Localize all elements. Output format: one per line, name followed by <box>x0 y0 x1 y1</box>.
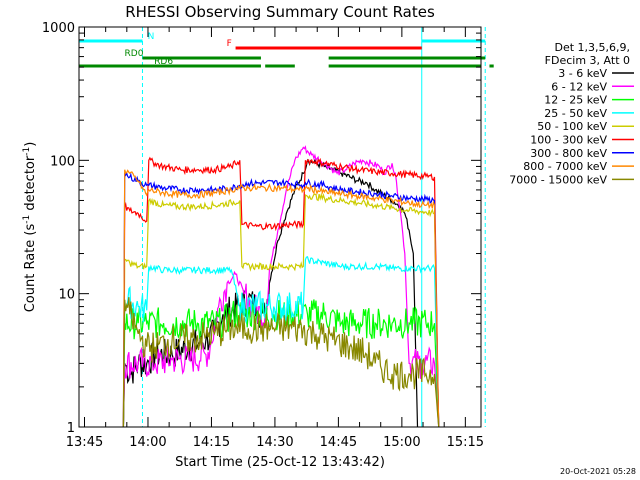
series-line-1 <box>122 145 440 428</box>
legend-label: 6 - 12 keV <box>551 80 607 93</box>
x-tick-label: 14:45 <box>320 435 357 450</box>
flag-label-n: N <box>148 32 155 42</box>
x-tick-label: 14:00 <box>129 435 166 450</box>
x-tick-label: 15:15 <box>447 435 484 450</box>
data-layer: N F RD0 RD6 <box>78 27 494 428</box>
series-line-3 <box>122 256 440 428</box>
legend-header: FDecim 3, Att 0 <box>545 54 630 67</box>
legend-label: 12 - 25 keV <box>544 94 607 107</box>
series-line-8 <box>122 297 440 428</box>
y-tick-label: 1 <box>67 421 75 436</box>
flag-label-rd6: RD6 <box>154 57 173 67</box>
series-line-6 <box>122 171 440 428</box>
series-line-4 <box>122 192 440 428</box>
series-line-0 <box>122 158 419 428</box>
y-axis-label-part: detector <box>23 155 38 215</box>
legend-label: 800 - 7000 keV <box>523 160 607 173</box>
footer-timestamp: 20-Oct-2021 05:28 <box>560 467 636 476</box>
legend-label: 7000 - 15000 keV <box>509 173 607 186</box>
legend-label: 50 - 100 keV <box>537 120 607 133</box>
flag-label-f: F <box>227 39 232 49</box>
y-tick-label: 100 <box>50 154 75 169</box>
plot-frame <box>78 26 482 428</box>
flag-label-rd0: RD0 <box>125 49 144 59</box>
axis-layer: 1 10 100 1000 13:45 14:00 14:15 14:30 14:45 15:00… <box>42 21 484 450</box>
y-axis-label-part: ) <box>23 142 38 147</box>
legend: Det 1,3,5,6,9,FDecim 3, Att 03 - 6 keV6 … <box>509 41 634 186</box>
series-line-5 <box>122 156 440 428</box>
x-tick-label: 13:45 <box>66 435 103 450</box>
x-tick-label: 14:30 <box>256 435 293 450</box>
series-line-7 <box>122 169 440 428</box>
y-axis-label-superscript: -1 <box>22 147 32 156</box>
legend-label: 3 - 6 keV <box>558 67 607 80</box>
chart-title: RHESSI Observing Summary Count Rates <box>125 3 435 21</box>
legend-label: 100 - 300 keV <box>530 134 607 147</box>
y-axis-label: Count Rate (s-1 detector-1) <box>22 142 38 313</box>
x-tick-label: 14:15 <box>193 435 230 450</box>
y-tick-label: 10 <box>58 288 75 303</box>
y-tick-label: 1000 <box>42 21 75 36</box>
legend-label: 300 - 800 keV <box>530 147 607 160</box>
y-axis-label-superscript: -1 <box>22 215 32 224</box>
x-axis-label: Start Time (25-Oct-12 13:43:42) <box>175 455 385 470</box>
legend-label: 25 - 50 keV <box>544 107 607 120</box>
x-tick-label: 15:00 <box>383 435 420 450</box>
legend-header: Det 1,3,5,6,9, <box>554 41 630 54</box>
y-axis-label-part: Count Rate (s <box>23 224 38 313</box>
